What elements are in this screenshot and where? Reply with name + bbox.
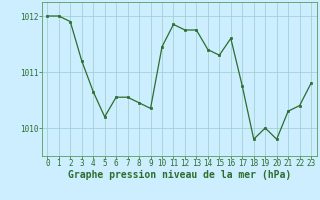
- X-axis label: Graphe pression niveau de la mer (hPa): Graphe pression niveau de la mer (hPa): [68, 170, 291, 180]
